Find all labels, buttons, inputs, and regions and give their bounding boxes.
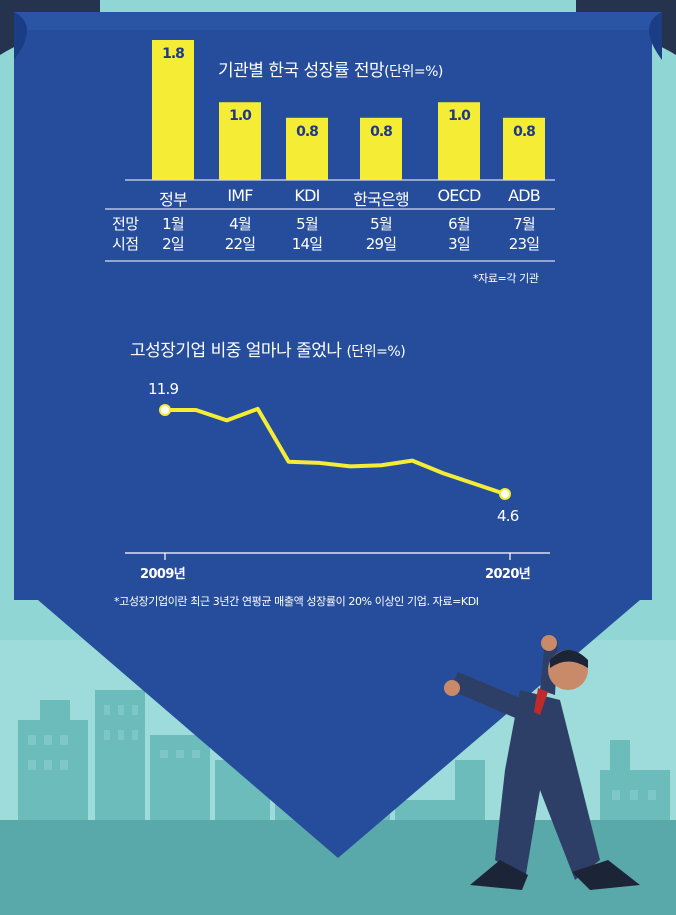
x-axis-label-end: 2020년 xyxy=(485,567,531,582)
line-point-marker xyxy=(499,488,511,500)
forecast-date: 1월 2일 xyxy=(137,214,209,254)
bar-4 xyxy=(438,102,480,180)
bar-2 xyxy=(286,117,328,180)
bar-0 xyxy=(152,40,194,180)
bar-value-label: 1.0 xyxy=(229,108,252,125)
bar-value-label: 0.8 xyxy=(296,123,319,140)
forecast-month: 1월 xyxy=(162,215,185,233)
bar-chart-title-text: 기관별 한국 성장률 전망 xyxy=(218,61,385,81)
line-chart-title-text: 고성장기업 비중 얼마나 줄었나 xyxy=(130,341,342,361)
line-start-label: 11.9 xyxy=(148,380,179,398)
forecast-date: 5월 29일 xyxy=(345,214,417,254)
line-chart-title: 고성장기업 비중 얼마나 줄었나 (단위=%) xyxy=(130,336,406,361)
forecast-day: 2일 xyxy=(162,235,185,253)
line-point-marker xyxy=(159,404,171,416)
bar-value-label: 1.0 xyxy=(448,108,471,125)
line-chart-note: *고성장기업이란 최근 3년간 연평균 매출액 성장률이 20% 이상인 기업.… xyxy=(114,595,479,608)
bar-3 xyxy=(360,117,402,180)
forecast-month: 5월 xyxy=(370,215,393,233)
forecast-day: 3일 xyxy=(448,235,471,253)
line-chart-unit: (단위=%) xyxy=(346,344,406,360)
bar-1 xyxy=(219,102,261,180)
bar-value-label: 0.8 xyxy=(513,123,536,140)
line-end-label: 4.6 xyxy=(497,507,519,525)
row-header-forecast: 전망 xyxy=(112,215,139,233)
businessman-figure xyxy=(444,635,640,890)
forecast-date: 7월 23일 xyxy=(488,214,560,254)
row-header-date: 시점 xyxy=(112,235,139,253)
category-label: ADB xyxy=(508,186,541,205)
category-label: OECD xyxy=(437,186,482,205)
category-label: 정부 xyxy=(159,190,188,209)
category-label: KDI xyxy=(294,186,320,205)
bar-value-label: 1.8 xyxy=(162,46,185,62)
bar-chart-unit: (단위=%) xyxy=(384,64,443,80)
bar-value-label: 0.8 xyxy=(370,123,393,140)
bar-chart-title: 기관별 한국 성장률 전망(단위=%) xyxy=(218,56,443,81)
forecast-month: 4월 xyxy=(229,215,252,233)
forecast-month: 6월 xyxy=(448,215,471,233)
category-label: 한국은행 xyxy=(353,190,409,209)
forecast-day: 23일 xyxy=(508,235,540,253)
line-series xyxy=(165,406,506,496)
forecast-day: 22일 xyxy=(224,235,256,253)
forecast-date: 6월 3일 xyxy=(423,214,495,254)
forecast-day: 14일 xyxy=(291,235,323,253)
category-label: IMF xyxy=(227,186,253,205)
forecast-day: 29일 xyxy=(365,235,397,253)
x-axis-label-start: 2009년 xyxy=(140,567,186,582)
forecast-month: 5월 xyxy=(296,215,319,233)
forecast-date: 5월 14일 xyxy=(271,214,343,254)
bar-5 xyxy=(503,117,545,180)
forecast-date: 4월 22일 xyxy=(204,214,276,254)
bar-chart-source: *자료=각 기관 xyxy=(473,272,539,285)
row-header: 전망 시점 xyxy=(112,214,139,254)
forecast-month: 7월 xyxy=(513,215,536,233)
